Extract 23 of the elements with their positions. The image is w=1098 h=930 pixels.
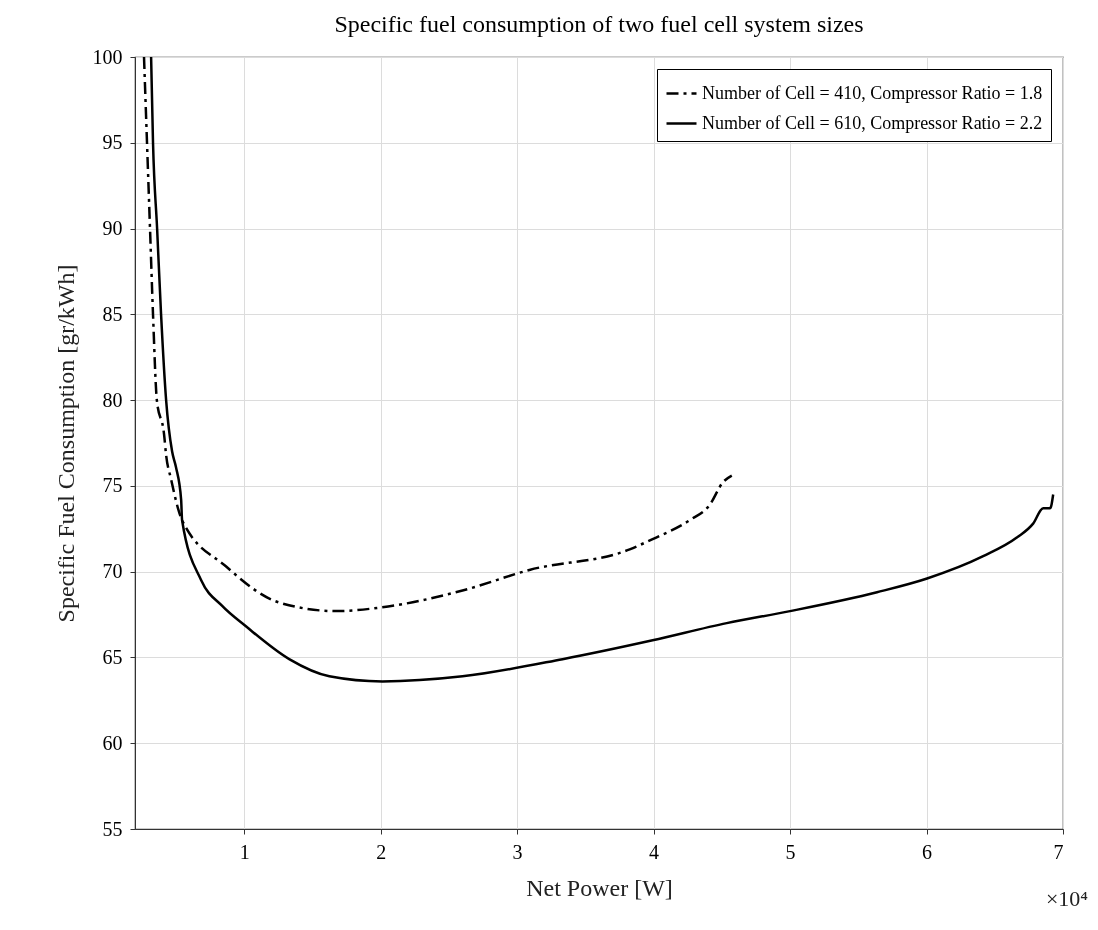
y-tick-label: 90 — [102, 217, 123, 240]
x-axis-title: Net Power [W] — [526, 874, 673, 901]
x-tick-label: 2 — [376, 840, 387, 863]
x-tick-label: 6 — [922, 840, 933, 863]
y-tick-label: 95 — [102, 131, 123, 154]
x-tick-label: 7 — [1053, 840, 1064, 863]
y-tick-label: 100 — [92, 45, 123, 68]
y-tick-label: 85 — [102, 302, 123, 325]
x-tick-label: 4 — [649, 840, 660, 863]
y-tick-label: 55 — [102, 817, 123, 840]
legend-label: Number of Cell = 410, Compressor Ratio = 1.8 — [702, 82, 1043, 103]
y-tick-label: 65 — [102, 645, 123, 668]
legend-label: Number of Cell = 610, Compressor Ratio = 2.2 — [702, 112, 1043, 133]
text: ×10⁴ — [1045, 886, 1089, 911]
x-tick-label: 5 — [785, 840, 796, 863]
x-tick-label: 3 — [512, 840, 523, 863]
chart-title: Specific fuel consumption of two fuel cell system sizes — [334, 11, 864, 37]
x-tick-label: 1 — [239, 840, 250, 863]
y-tick-label: 70 — [102, 560, 123, 583]
y-tick-label: 80 — [102, 388, 123, 411]
y-tick-label: 75 — [102, 474, 123, 497]
y-axis-title: Specific Fuel Consumption [gr/kWh] — [52, 264, 79, 623]
y-tick-label: 60 — [102, 731, 123, 754]
